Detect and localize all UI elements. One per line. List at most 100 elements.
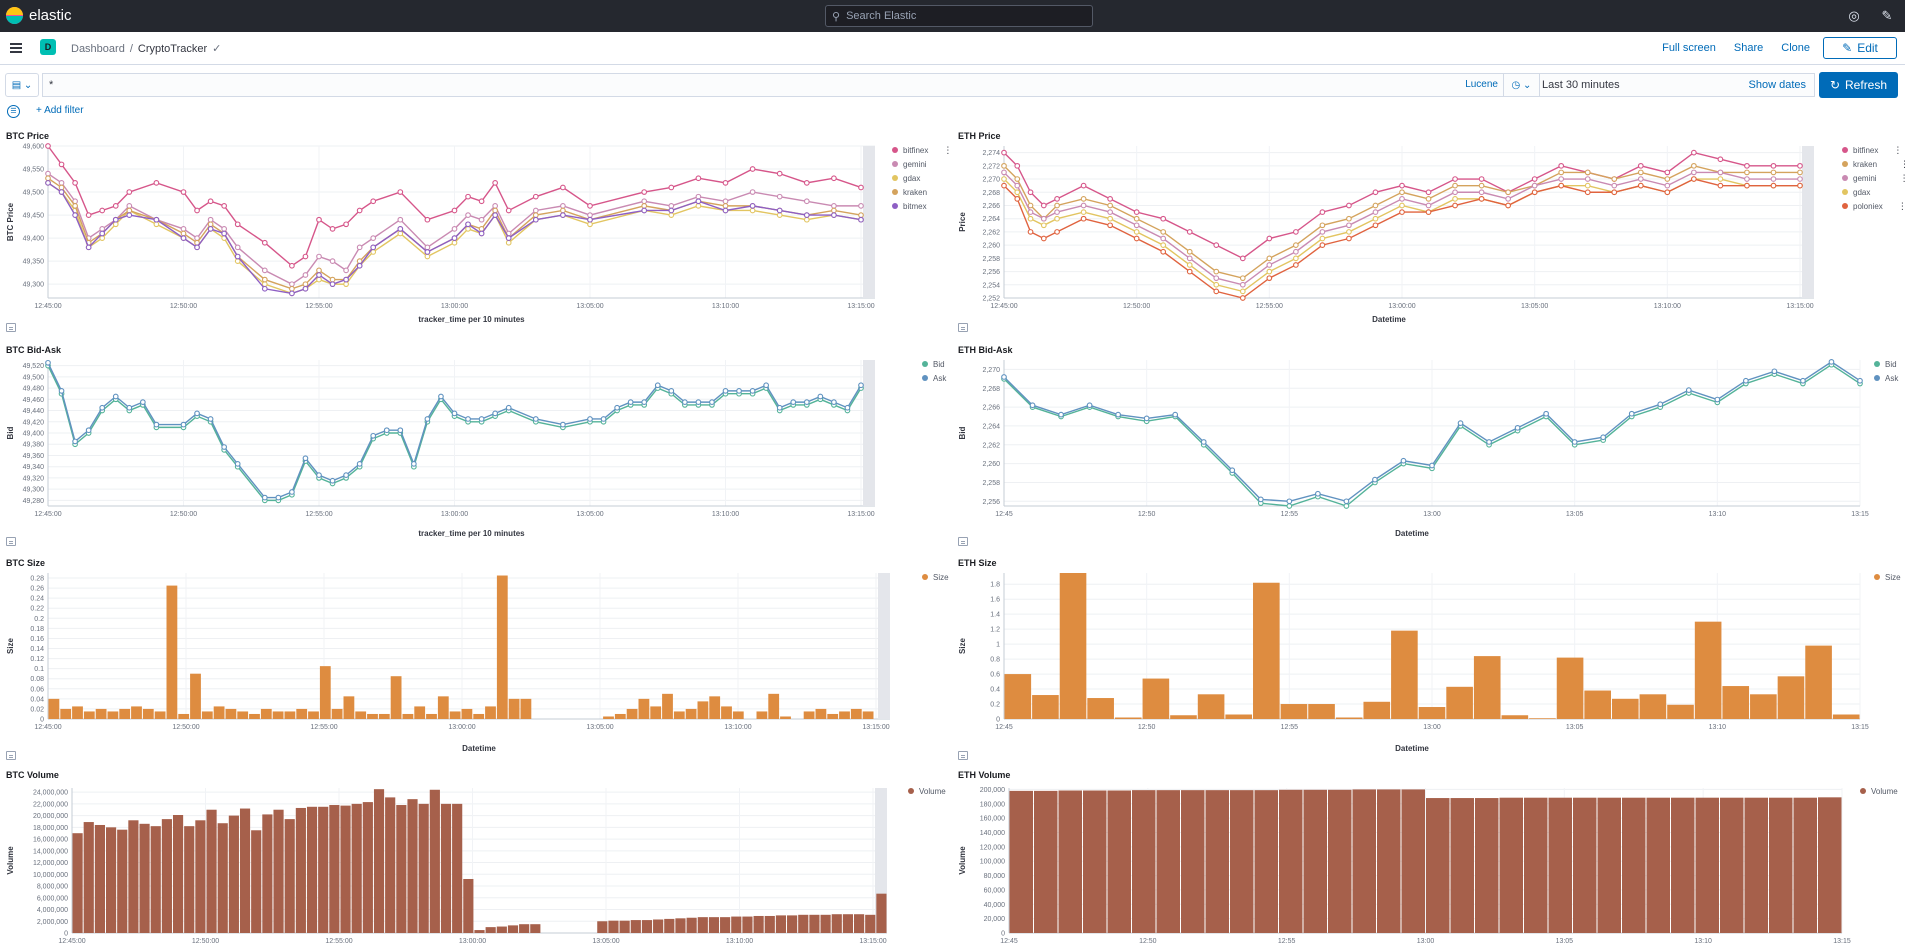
data-point bbox=[844, 404, 851, 411]
data-point bbox=[383, 427, 390, 434]
full-screen-button[interactable]: Full screen bbox=[1662, 42, 1716, 54]
data-point bbox=[749, 166, 756, 172]
search-placeholder: Search Elastic bbox=[846, 10, 917, 22]
filter-options-icon[interactable]: ☰ bbox=[7, 105, 20, 118]
bar bbox=[1401, 789, 1425, 933]
legend-item[interactable]: kraken⋮ bbox=[892, 187, 959, 197]
bar bbox=[1308, 704, 1335, 719]
x-tick-label: 13:05:00 bbox=[586, 724, 613, 731]
data-point bbox=[492, 179, 499, 186]
legend-item[interactable]: bitfinex ⋮ bbox=[892, 145, 954, 155]
data-point bbox=[1425, 202, 1432, 209]
y-tick-label: 2,256 bbox=[982, 269, 1000, 276]
legend-item[interactable]: Size bbox=[1874, 572, 1901, 582]
data-point bbox=[1452, 176, 1458, 182]
check-icon: ✓ bbox=[212, 43, 222, 55]
legend-options-icon[interactable]: ⋮ bbox=[1901, 187, 1905, 197]
data-point bbox=[424, 216, 431, 223]
legend-item[interactable]: gdax⋮ bbox=[892, 173, 960, 183]
legend-options-icon[interactable]: ⋮ bbox=[1893, 145, 1903, 155]
legend-item[interactable]: bitmex⋮ bbox=[892, 201, 959, 211]
data-point bbox=[1080, 196, 1087, 202]
query-input[interactable]: * Lucene bbox=[42, 73, 1507, 97]
data-point bbox=[817, 393, 824, 400]
bar bbox=[262, 814, 273, 933]
data-point bbox=[776, 207, 783, 214]
data-point bbox=[1399, 182, 1405, 189]
legend-item[interactable]: gdax⋮ bbox=[1842, 187, 1905, 197]
x-axis-label: Datetime bbox=[1395, 529, 1429, 538]
menu-icon[interactable] bbox=[10, 43, 22, 53]
legend-item[interactable]: bitfinex ⋮ bbox=[1842, 145, 1904, 155]
saved-query-button[interactable]: ▤ ⌄ bbox=[5, 73, 39, 97]
data-point bbox=[1346, 215, 1352, 222]
y-axis-label: Size bbox=[6, 637, 15, 654]
panel-options-icon[interactable] bbox=[958, 537, 968, 546]
bar bbox=[273, 809, 284, 933]
panel-btc-size: BTC Size 0 0.02 0.04 0.06 0.08 0.1 0.12 0.14 0.1… bbox=[0, 555, 952, 755]
legend-item[interactable]: Ask bbox=[922, 373, 946, 383]
data-point bbox=[492, 203, 499, 209]
data-point bbox=[1293, 229, 1299, 235]
share-button[interactable]: Share bbox=[1733, 42, 1764, 54]
legend-item[interactable]: Ask bbox=[1874, 373, 1898, 383]
data-point bbox=[1505, 189, 1511, 196]
bar bbox=[1083, 790, 1107, 933]
legend-options-icon[interactable]: ⋮ bbox=[943, 145, 953, 155]
panel-options-icon[interactable] bbox=[6, 323, 16, 332]
legend-options-icon[interactable]: ⋮ bbox=[1900, 159, 1905, 169]
legend-item[interactable]: Volume bbox=[908, 786, 946, 796]
y-tick-label: 0.06 bbox=[30, 686, 44, 693]
x-tick-label: 12:55 bbox=[1278, 938, 1296, 945]
query-language-button[interactable]: Lucene bbox=[1465, 79, 1498, 90]
legend-item[interactable]: Volume bbox=[1860, 786, 1898, 796]
refresh-button[interactable]: ↻ Refresh bbox=[1819, 72, 1898, 98]
legend-item[interactable]: gemini⋮ bbox=[1842, 173, 1905, 183]
bar bbox=[48, 698, 60, 719]
legend-item[interactable]: gemini⋮ bbox=[892, 159, 959, 169]
y-tick-label: 0.08 bbox=[30, 676, 44, 683]
global-search-input[interactable]: ⚲ Search Elastic bbox=[825, 5, 1093, 27]
elastic-logo[interactable]: elastic bbox=[6, 7, 72, 24]
bar bbox=[440, 803, 452, 933]
y-tick-label: 200,000 bbox=[980, 787, 1005, 794]
time-range-label[interactable]: Last 30 minutes bbox=[1542, 79, 1620, 91]
legend-item[interactable]: Bid bbox=[922, 359, 946, 369]
notifications-icon[interactable]: ✎ bbox=[1881, 8, 1893, 23]
legend-item[interactable]: Size bbox=[922, 572, 949, 582]
date-picker[interactable]: ◷ ⌄ Last 30 minutes Show dates bbox=[1503, 73, 1815, 97]
clone-button[interactable]: Clone bbox=[1781, 42, 1810, 54]
panel-options-icon[interactable] bbox=[958, 751, 968, 760]
calendar-icon[interactable]: ◷ ⌄ bbox=[1504, 74, 1540, 96]
panel-options-icon[interactable] bbox=[958, 323, 968, 332]
bar bbox=[1034, 790, 1058, 933]
bar bbox=[756, 711, 768, 719]
data-point bbox=[1770, 162, 1777, 169]
y-tick-label: 18,000,000 bbox=[33, 825, 68, 832]
legend-item[interactable]: Bid bbox=[1874, 359, 1898, 369]
data-point bbox=[316, 216, 322, 223]
data-point bbox=[316, 272, 322, 278]
bar bbox=[732, 711, 744, 719]
legend-options-icon[interactable]: ⋮ bbox=[1897, 201, 1905, 211]
panel-options-icon[interactable] bbox=[6, 537, 16, 546]
panel-eth-price: ETH Price 2,252 2,254 2,256 2,258 2,260 2,262… bbox=[952, 128, 1905, 328]
legend-item[interactable]: poloniex ⋮ bbox=[1842, 201, 1905, 211]
panel-options-icon[interactable] bbox=[6, 751, 16, 760]
edit-button[interactable]: ✎ Edit bbox=[1823, 37, 1897, 59]
legend-item[interactable]: kraken⋮ bbox=[1842, 159, 1905, 169]
data-point bbox=[1027, 202, 1034, 209]
data-point bbox=[1486, 439, 1492, 445]
breadcrumb-dashboard[interactable]: Dashboard bbox=[71, 42, 125, 55]
help-icon[interactable]: ◎ bbox=[1848, 8, 1860, 23]
legend-options-icon[interactable]: ⋮ bbox=[1899, 173, 1905, 183]
add-filter-button[interactable]: + Add filter bbox=[36, 105, 84, 116]
space-avatar[interactable]: D bbox=[40, 39, 56, 55]
legend-label: kraken bbox=[903, 187, 928, 197]
show-dates-button[interactable]: Show dates bbox=[1748, 79, 1806, 91]
data-point bbox=[1425, 209, 1432, 215]
bar bbox=[742, 916, 753, 933]
legend-label: Volume bbox=[1871, 786, 1898, 796]
data-point bbox=[722, 198, 729, 205]
data-point bbox=[1239, 255, 1246, 262]
